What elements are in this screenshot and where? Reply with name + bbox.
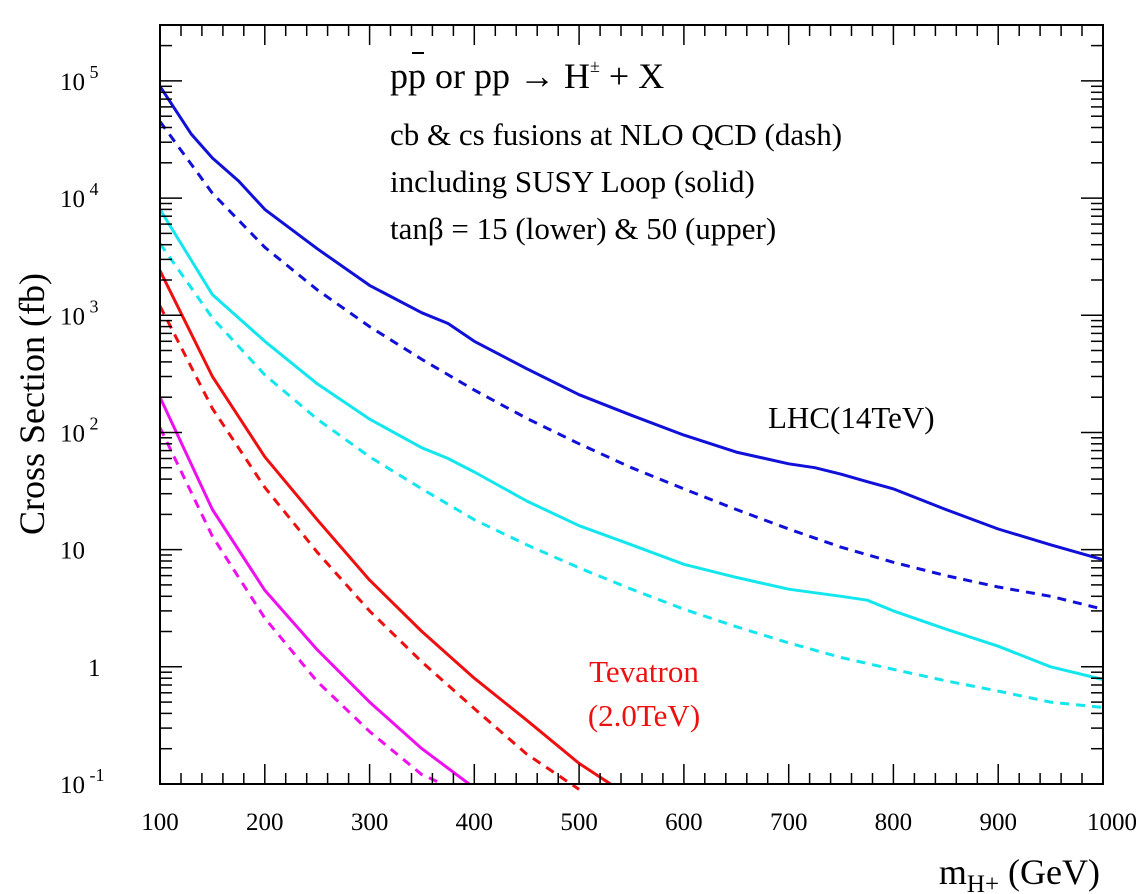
y-tick-exponent: 4 (85, 179, 99, 199)
series-line-2 (158, 120, 1104, 611)
y-tick-base: 10 (60, 421, 85, 448)
y-tick-label: 10 2 (60, 414, 99, 448)
process-h: H (555, 56, 590, 96)
annotation-line1: cb & cs fusions at NLO QCD (dash) (390, 117, 842, 152)
x-tick-label: 400 (456, 809, 494, 836)
plot-frame (159, 24, 1104, 785)
y-tick-label: 10 (60, 538, 85, 565)
annotation-line2: including SUSY Loop (solid) (390, 164, 755, 199)
y-tick-exponent: 5 (85, 62, 99, 82)
x-tick-label: 100 (141, 809, 179, 836)
series-line-6 (158, 305, 580, 791)
process-label: pp or pp → H± + X (390, 56, 664, 96)
x-axis-title-main: m (939, 852, 967, 892)
x-tick-label: 300 (351, 809, 389, 836)
y-tick-label: 10 5 (60, 62, 99, 96)
process-pp: pp (390, 56, 426, 96)
y-axis-title: Cross Section (fb) (12, 273, 52, 535)
y-tick-base: 1 (88, 655, 101, 682)
series-line-8 (158, 426, 444, 786)
series-line-3 (158, 208, 1104, 681)
process-arrow: → (519, 56, 555, 96)
y-tick-label: 10 3 (60, 296, 99, 330)
y-tick-label: 10 4 (60, 179, 99, 213)
series-line-4 (158, 242, 1104, 709)
x-tick-label: 500 (560, 809, 598, 836)
series-line-1 (158, 85, 1104, 562)
x-tick-label: 200 (246, 809, 284, 836)
x-tick-label: 900 (979, 809, 1017, 836)
x-tick-label: 700 (770, 809, 808, 836)
x-axis-title-sub: H+ (967, 871, 999, 894)
x-axis-title: mH+ (GeV) (939, 852, 1100, 894)
annotation-line3: tanβ = 15 (lower) & 50 (upper) (390, 211, 776, 246)
series-line-7 (158, 396, 470, 786)
y-tick-exponent: 2 (85, 414, 99, 434)
process-rest: + X (600, 56, 664, 96)
y-tick-base: 10 (60, 303, 85, 330)
series-line-5 (158, 270, 612, 786)
y-tick-exponent: 3 (85, 296, 99, 316)
y-tick-exponent: -1 (85, 765, 105, 785)
y-tick-base: 10 (60, 186, 85, 213)
y-tick-base: 10 (60, 538, 85, 565)
x-tick-label: 600 (665, 809, 703, 836)
x-tick-label: 1000 (1087, 809, 1137, 836)
tevatron-energy-label: (2.0TeV) (588, 698, 700, 733)
tevatron-label: Tevatron (589, 654, 699, 689)
y-tick-base: 10 (60, 69, 85, 96)
y-tick-label: 1 (88, 655, 101, 682)
x-axis-title-unit: (GeV) (999, 852, 1100, 892)
y-tick-label: 10 -1 (60, 765, 105, 799)
process-pm: ± (590, 56, 600, 76)
process-or-pp: or pp (426, 56, 519, 96)
lhc-label: LHC(14TeV) (768, 400, 935, 435)
x-tick-label: 800 (875, 809, 913, 836)
y-tick-base: 10 (60, 772, 85, 799)
